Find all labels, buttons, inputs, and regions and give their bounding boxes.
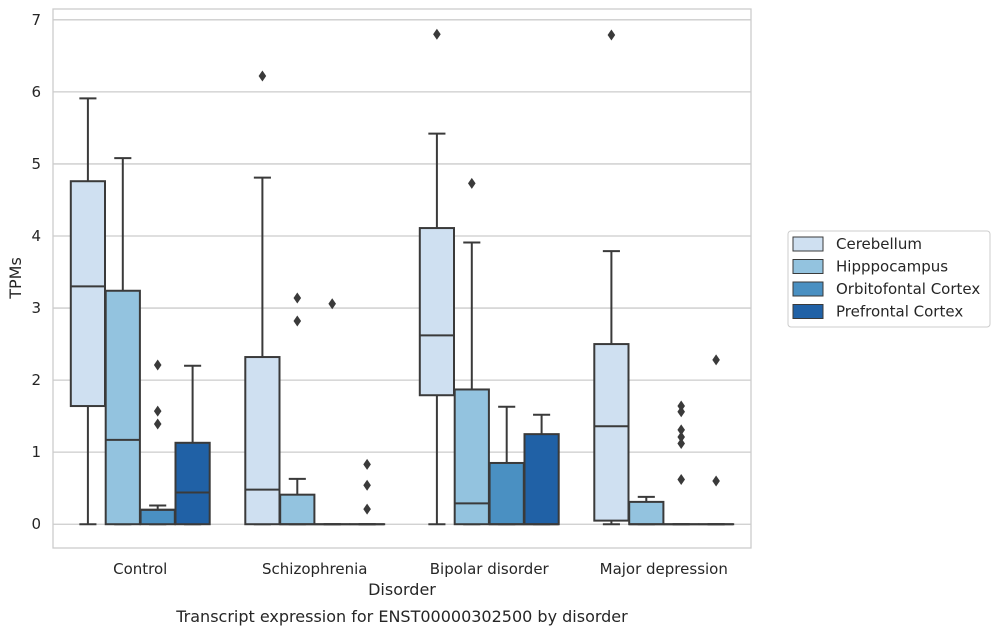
box-prefrontal-cortex-bipolar-disorder (524, 415, 558, 525)
box-iqr (594, 344, 628, 521)
box-iqr (629, 502, 663, 524)
box-iqr (524, 434, 558, 524)
outlier-point (363, 459, 371, 470)
box-iqr (420, 228, 454, 395)
y-axis-ticks: 0 1 2 3 4 5 6 7 (31, 11, 41, 533)
y-tick-label: 7 (31, 11, 41, 29)
outlier-point (294, 292, 302, 303)
outlier-point (363, 480, 371, 491)
box-iqr (175, 443, 209, 524)
y-tick-label: 3 (31, 299, 41, 317)
outlier-point (154, 359, 162, 370)
box-iqr (71, 181, 105, 406)
box-cerebellum-bipolar-disorder (420, 29, 454, 525)
y-tick-label: 6 (31, 83, 41, 101)
y-tick-label: 2 (31, 371, 41, 389)
outlier-point (154, 419, 162, 430)
legend-swatch (793, 305, 823, 319)
box-orbitofontal-cortex-major-depression (664, 401, 698, 525)
chart-caption: Transcript expression for ENST0000030250… (175, 607, 628, 626)
outlier-point (608, 29, 616, 40)
box-hipppocampus-control (106, 158, 140, 524)
outlier-point (677, 424, 685, 435)
legend-label: Orbitofontal Cortex (836, 280, 980, 298)
outlier-point (712, 354, 720, 365)
box-groups (71, 29, 733, 525)
x-tick-label: Bipolar disorder (430, 560, 550, 578)
box-iqr (245, 357, 279, 524)
outlier-point (259, 71, 267, 82)
x-tick-label: Control (113, 560, 167, 578)
legend-label: Hipppocampus (836, 258, 948, 276)
x-axis-ticks: Control Schizophrenia Bipolar disorder Majo… (113, 560, 728, 578)
box-hipppocampus-schizophrenia (280, 292, 314, 524)
legend-label: Prefrontal Cortex (836, 303, 963, 321)
outlier-point (363, 504, 371, 515)
legend: Cerebellum Hipppocampus Orbitofontal Corte… (788, 231, 990, 327)
box-hipppocampus-major-depression (629, 497, 663, 524)
outlier-point (468, 178, 476, 189)
box-cerebellum-schizophrenia (245, 71, 279, 525)
box-cerebellum-control (71, 98, 105, 524)
box-cerebellum-major-depression (594, 29, 628, 524)
y-tick-label: 4 (31, 227, 41, 245)
outlier-point (294, 316, 302, 327)
box-prefrontal-cortex-schizophrenia (350, 459, 384, 524)
box-prefrontal-cortex-control (175, 366, 209, 525)
outlier-point (677, 406, 685, 417)
y-axis-label: TPMs (6, 257, 25, 300)
box-orbitofontal-cortex-schizophrenia (315, 298, 349, 524)
x-tick-label: Major depression (600, 560, 728, 578)
box-orbitofontal-cortex-control (141, 359, 175, 524)
outlier-point (677, 438, 685, 449)
box-hipppocampus-bipolar-disorder (455, 178, 489, 524)
outlier-point (433, 29, 441, 40)
y-tick-label: 5 (31, 155, 41, 173)
x-tick-label: Schizophrenia (262, 560, 367, 578)
legend-label: Cerebellum (836, 235, 922, 253)
y-tick-label: 1 (31, 443, 41, 461)
legend-swatch (793, 282, 823, 296)
box-iqr (490, 463, 524, 524)
outlier-point (677, 474, 685, 485)
x-axis-label: Disorder (368, 580, 436, 599)
box-iqr (280, 495, 314, 525)
box-orbitofontal-cortex-bipolar-disorder (490, 407, 524, 524)
outlier-point (712, 475, 720, 486)
legend-swatch (793, 237, 823, 251)
box-iqr (141, 510, 175, 524)
gridlines (53, 20, 751, 524)
plot-area-frame (53, 9, 751, 548)
y-tick-label: 0 (31, 515, 41, 533)
legend-swatch (793, 260, 823, 274)
outlier-point (154, 406, 162, 417)
box-iqr (106, 291, 140, 524)
